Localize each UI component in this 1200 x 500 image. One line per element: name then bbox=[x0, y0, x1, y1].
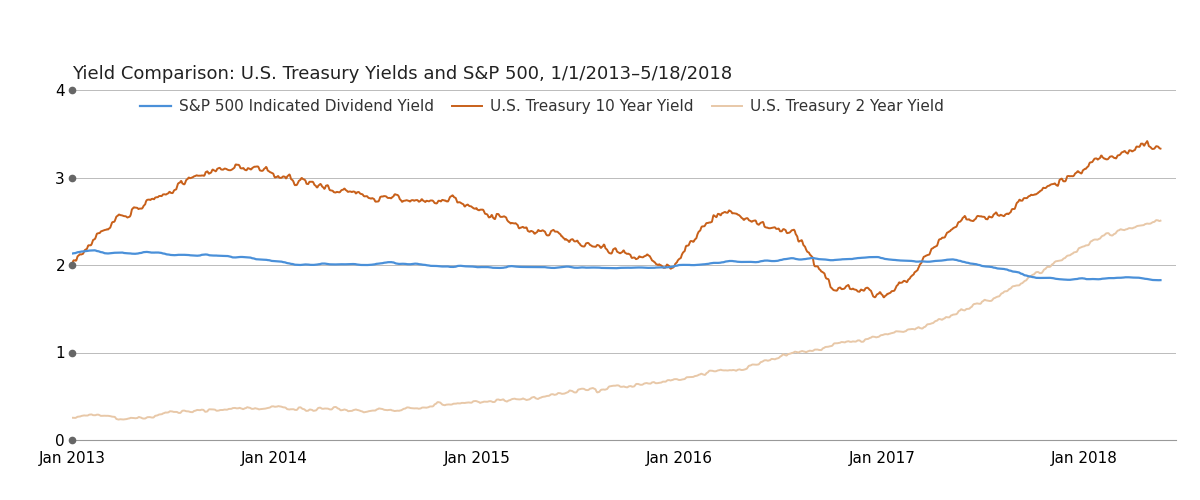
Text: Yield Comparison: U.S. Treasury Yields and S&P 500, 1/1/2013–5/18/2018: Yield Comparison: U.S. Treasury Yields a… bbox=[72, 65, 732, 83]
Legend: S&P 500 Indicated Dividend Yield, U.S. Treasury 10 Year Yield, U.S. Treasury 2 Y: S&P 500 Indicated Dividend Yield, U.S. T… bbox=[140, 100, 944, 114]
